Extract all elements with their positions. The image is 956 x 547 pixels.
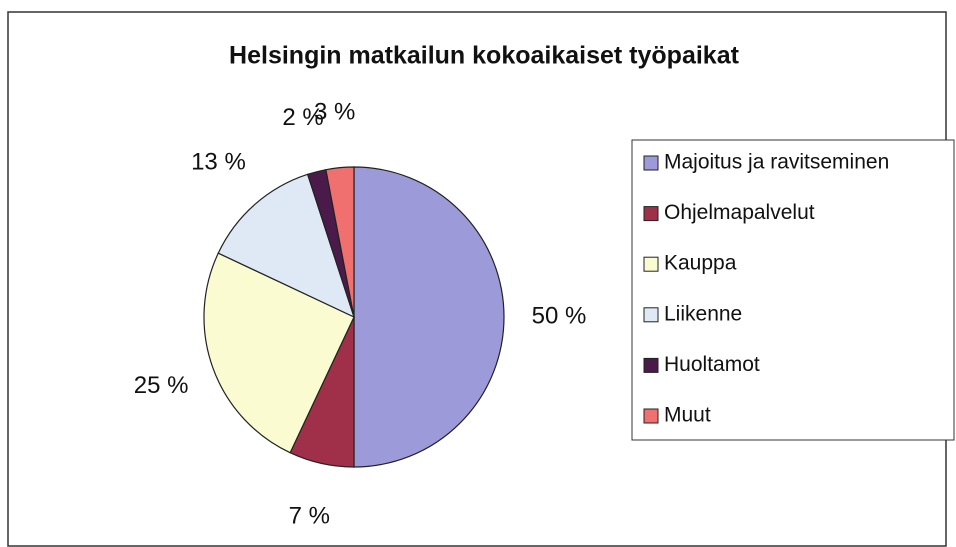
- data-label: 2 %: [282, 104, 323, 131]
- chart-title: Helsingin matkailun kokoaikaiset työpaik…: [229, 42, 740, 70]
- legend-label: Muut: [664, 404, 711, 427]
- legend-label: Kauppa: [664, 252, 737, 275]
- legend-swatch: [643, 206, 659, 222]
- legend-swatch: [643, 357, 659, 373]
- legend-swatch: [643, 155, 659, 171]
- legend-box: [631, 139, 955, 441]
- legend-swatch: [643, 408, 659, 424]
- data-label: 13 %: [191, 149, 246, 176]
- data-label: 7 %: [289, 502, 330, 529]
- pie-slice: [217, 173, 355, 319]
- data-label: 3 %: [314, 98, 355, 125]
- pie-slice: [325, 166, 355, 318]
- data-label: 50 %: [532, 302, 587, 329]
- legend-swatch: [643, 307, 659, 323]
- legend-label: Liikenne: [664, 302, 742, 325]
- pie-slice: [203, 252, 355, 454]
- data-label: 25 %: [134, 372, 189, 399]
- legend-label: Majoitus ja ravitseminen: [664, 151, 889, 174]
- legend-label: Huoltamot: [664, 353, 760, 376]
- legend-swatch: [643, 256, 659, 272]
- legend-label: Ohjelmapalvelut: [664, 201, 815, 224]
- pie-slice: [353, 166, 505, 468]
